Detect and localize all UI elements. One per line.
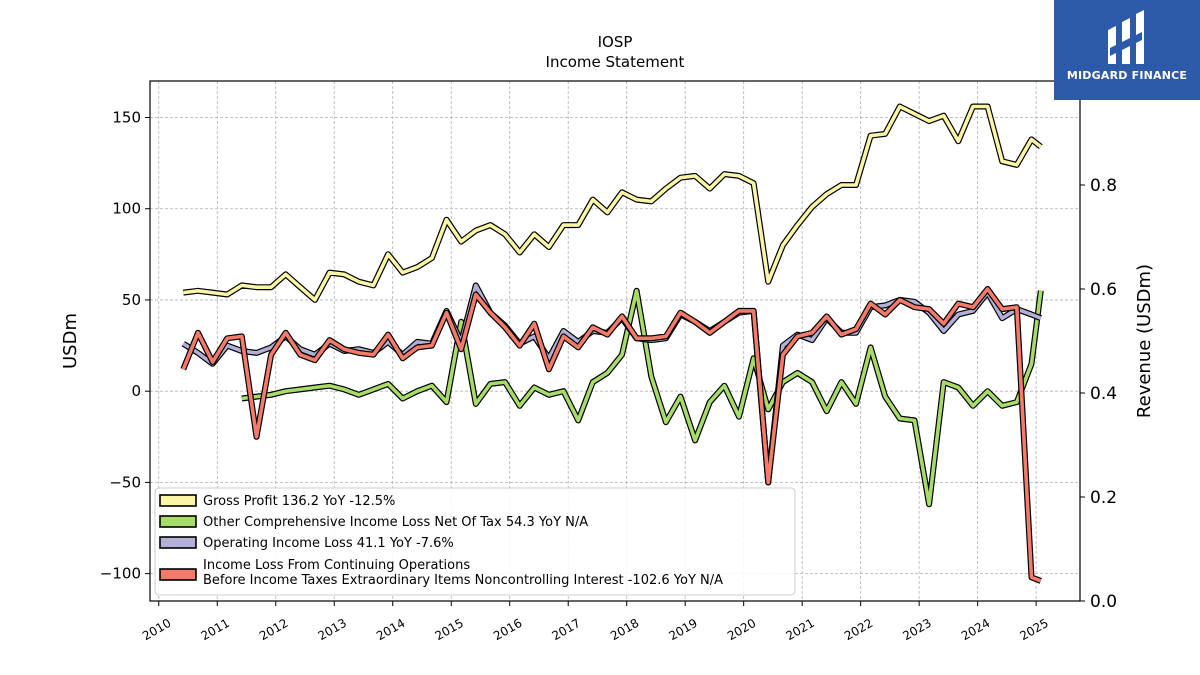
legend-label: Income Loss From Continuing Operations <box>203 558 470 573</box>
series-group <box>241 287 1044 508</box>
x-tick-label: 2018 <box>608 616 641 643</box>
x-tick-label: 2025 <box>1017 616 1050 643</box>
legend-label: Other Comprehensive Income Loss Net Of T… <box>203 515 588 530</box>
legend: Gross Profit 136.2 YoY -12.5% Other Compr… <box>154 487 796 596</box>
series-line-outline <box>181 282 1042 486</box>
y2-tick-label: 0.4 <box>1090 384 1117 404</box>
brand-mark-icon <box>1108 10 1144 64</box>
x-tick-label: 2016 <box>491 616 524 643</box>
y-tick-label: −100 <box>100 565 141 583</box>
x-tick-label: 2014 <box>374 616 407 643</box>
x-tick-label: 2024 <box>959 616 992 643</box>
x-tick-label: 2017 <box>549 616 582 643</box>
y-tick-label: 100 <box>112 200 141 218</box>
series-line <box>241 288 1043 507</box>
series-group <box>181 282 1042 486</box>
plot-frame <box>149 80 1081 602</box>
y-axis-label: USDm <box>60 313 81 369</box>
series-line <box>183 104 1042 302</box>
series-lines <box>180 103 1044 584</box>
y-tick-label: 150 <box>112 108 141 126</box>
y-tick-label: 50 <box>122 291 141 309</box>
x-tick-label: 2023 <box>900 616 933 643</box>
y-tick-label: −50 <box>109 473 141 491</box>
x-tick-label: 2013 <box>316 616 349 643</box>
x-tick-label: 2020 <box>725 616 758 643</box>
legend-label: Before Income Taxes Extraordinary Items … <box>203 573 723 588</box>
x-tick-label: 2022 <box>842 616 875 643</box>
x-tick-label: 2021 <box>783 616 816 643</box>
chart-title: IOSP <box>598 33 633 51</box>
chart-subtitle: Income Statement <box>546 53 685 71</box>
y2-tick-label: 0.0 <box>1090 592 1117 612</box>
legend-label: Gross Profit 136.2 YoY -12.5% <box>203 494 395 509</box>
y2-tick-label: 0.2 <box>1090 488 1117 508</box>
series-line <box>182 283 1042 485</box>
legend-label: Operating Income Loss 41.1 YoY -7.6% <box>203 536 454 551</box>
x-tick-label: 2011 <box>199 616 232 643</box>
x-tick-label: 2012 <box>257 616 290 643</box>
series-line <box>181 287 1042 583</box>
legend-box <box>154 487 796 596</box>
y2-axis-label: Revenue (USDm) <box>1134 264 1155 418</box>
y-tick-label: 0 <box>131 382 141 400</box>
legend-swatch <box>159 494 197 507</box>
y2-tick-label: 0.8 <box>1090 176 1117 196</box>
x-tick-label: 2015 <box>432 616 465 643</box>
legend-swatch <box>159 536 197 549</box>
x-tick-label: 2010 <box>140 616 173 643</box>
series-group <box>180 286 1042 584</box>
series-group <box>182 103 1043 303</box>
legend-swatch <box>159 515 197 528</box>
legend-swatch <box>159 568 197 581</box>
brand-name: MIDGARD FINANCE <box>1066 69 1188 82</box>
brand-logo: MIDGARD FINANCE <box>1054 0 1200 100</box>
x-tick-label: 2019 <box>666 616 699 643</box>
y2-tick-label: 0.6 <box>1090 280 1117 300</box>
